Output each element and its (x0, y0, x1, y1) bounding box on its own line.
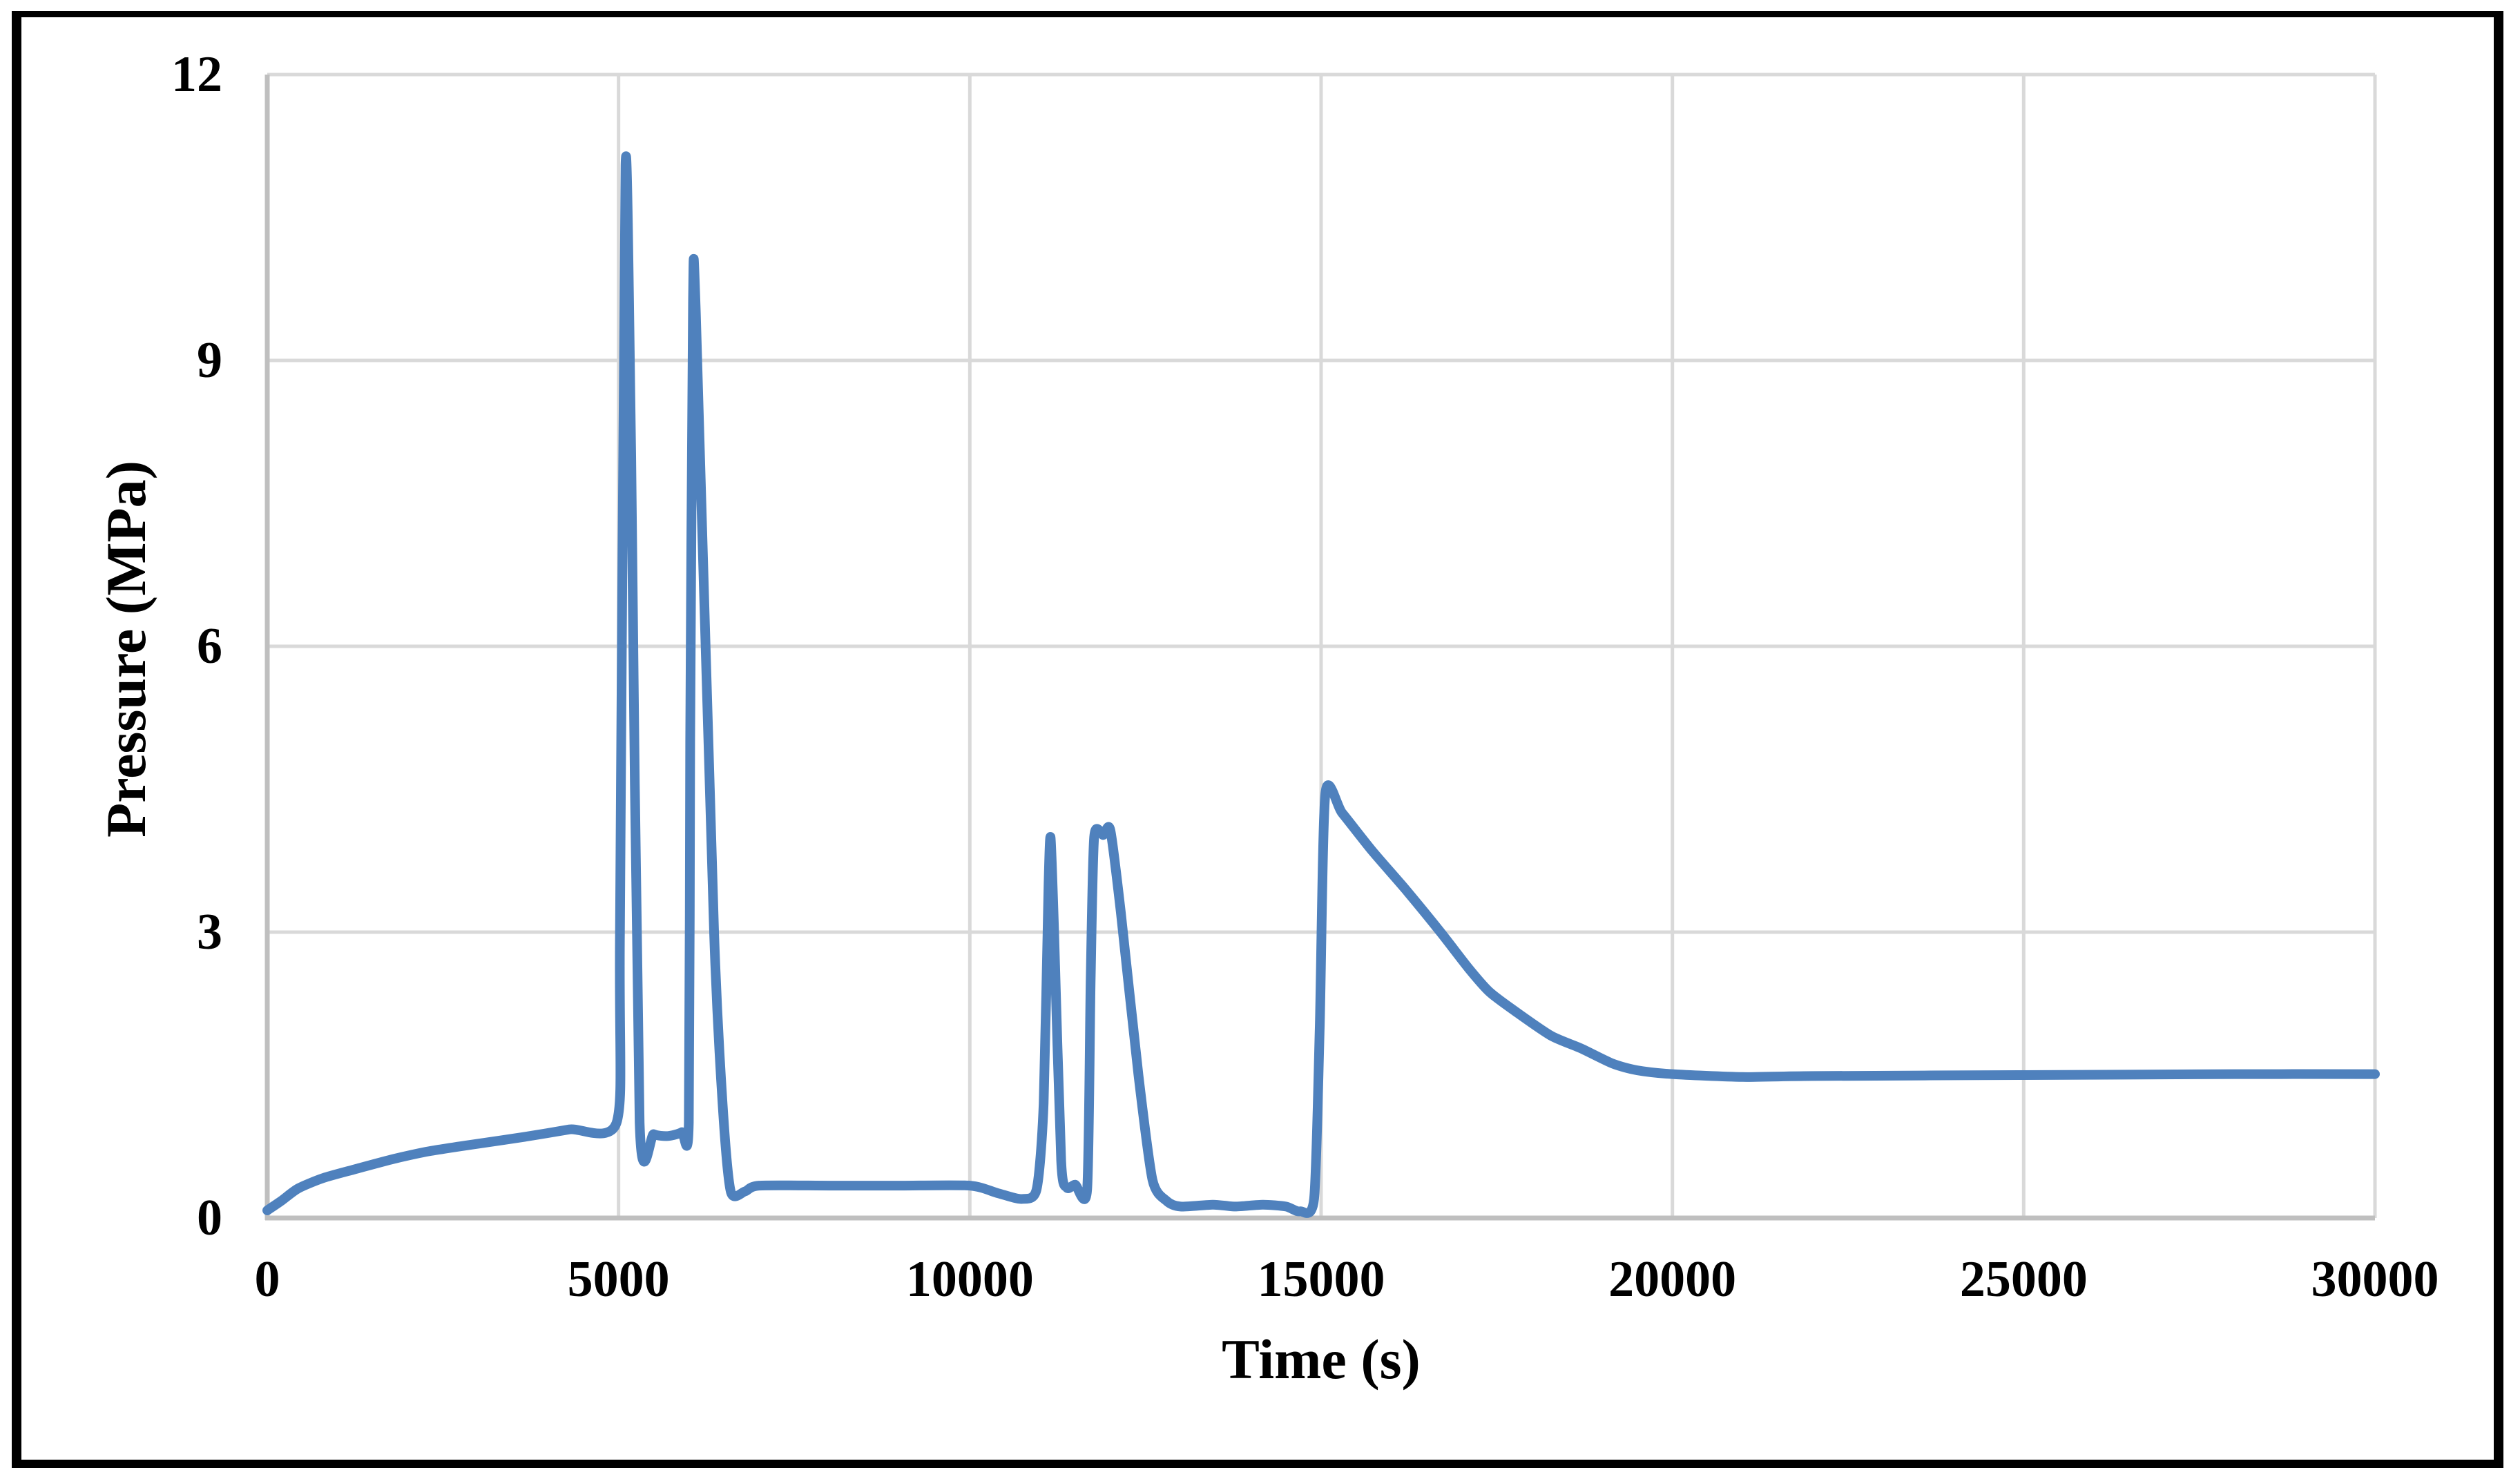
y-axis-tick-labels: 0 3 6 9 12 (171, 46, 222, 1246)
x-tick-label: 0 (255, 1251, 280, 1308)
y-tick-label: 3 (197, 904, 222, 960)
x-tick-label: 20000 (1608, 1251, 1736, 1308)
y-tick-label: 6 (197, 618, 222, 675)
x-axis-tick-labels: 0 5000 10000 15000 20000 25000 30000 (255, 1251, 2439, 1308)
x-tick-label: 25000 (1960, 1251, 2088, 1308)
x-tick-label: 30000 (2311, 1251, 2439, 1308)
axes (264, 75, 2375, 1221)
x-axis-title: Time (s) (1222, 1328, 1421, 1391)
y-tick-label: 12 (171, 46, 222, 103)
y-tick-label: 0 (197, 1190, 222, 1246)
x-tick-label: 10000 (906, 1251, 1034, 1308)
y-tick-label: 9 (197, 332, 222, 389)
x-tick-label: 5000 (568, 1251, 670, 1308)
x-tick-label: 15000 (1258, 1251, 1385, 1308)
y-axis-title: Pressure (MPa) (95, 461, 157, 838)
chart-border (12, 11, 2503, 1468)
pressure-series-line (262, 151, 2380, 1218)
